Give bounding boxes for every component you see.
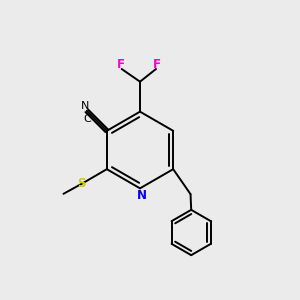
Text: N: N <box>81 101 89 111</box>
Text: S: S <box>77 177 85 190</box>
Text: F: F <box>153 58 161 71</box>
Text: C: C <box>84 114 91 124</box>
Text: F: F <box>117 58 125 71</box>
Text: N: N <box>137 189 147 202</box>
